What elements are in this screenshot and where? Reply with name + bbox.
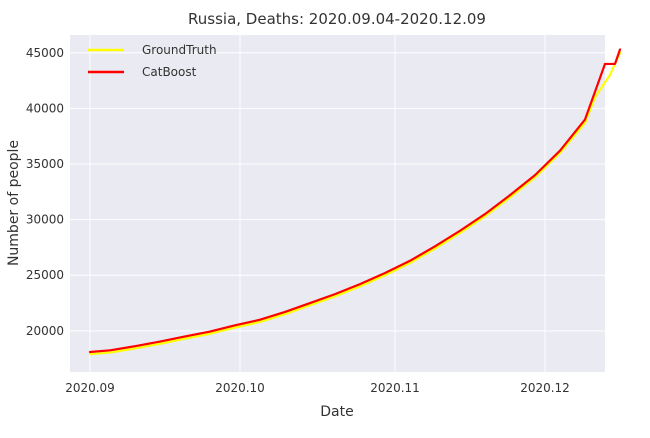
x-axis: 2020.09 2020.10 2020.11 2020.12 [65,381,570,395]
series-line-groundtruth [88,51,622,356]
y-tick-label: 20000 [26,324,64,338]
chart-title: Russia, Deaths: 2020.09.04-2020.12.09 [188,10,486,28]
y-tick-label: 30000 [26,213,64,227]
plot-area [70,35,605,372]
y-axis-title: Number of people [6,140,22,266]
x-axis-title: Date [320,404,353,420]
legend-label-groundtruth: GroundTruth [142,43,217,57]
series-layer [88,48,622,356]
legend: GroundTruth CatBoost [88,43,217,79]
x-tick-label: 2020.09 [65,381,115,395]
x-tick-label: 2020.10 [215,381,265,395]
y-tick-label: 35000 [26,157,64,171]
y-axis: 20000 25000 30000 35000 40000 45000 [26,46,64,338]
grid [70,35,605,372]
y-tick-label: 25000 [26,268,64,282]
x-tick-label: 2020.11 [370,381,420,395]
x-tick-label: 2020.12 [520,381,570,395]
legend-label-catboost: CatBoost [142,65,197,79]
y-tick-label: 40000 [26,101,64,115]
y-tick-label: 45000 [26,46,64,60]
series-line-catboost [88,48,622,354]
